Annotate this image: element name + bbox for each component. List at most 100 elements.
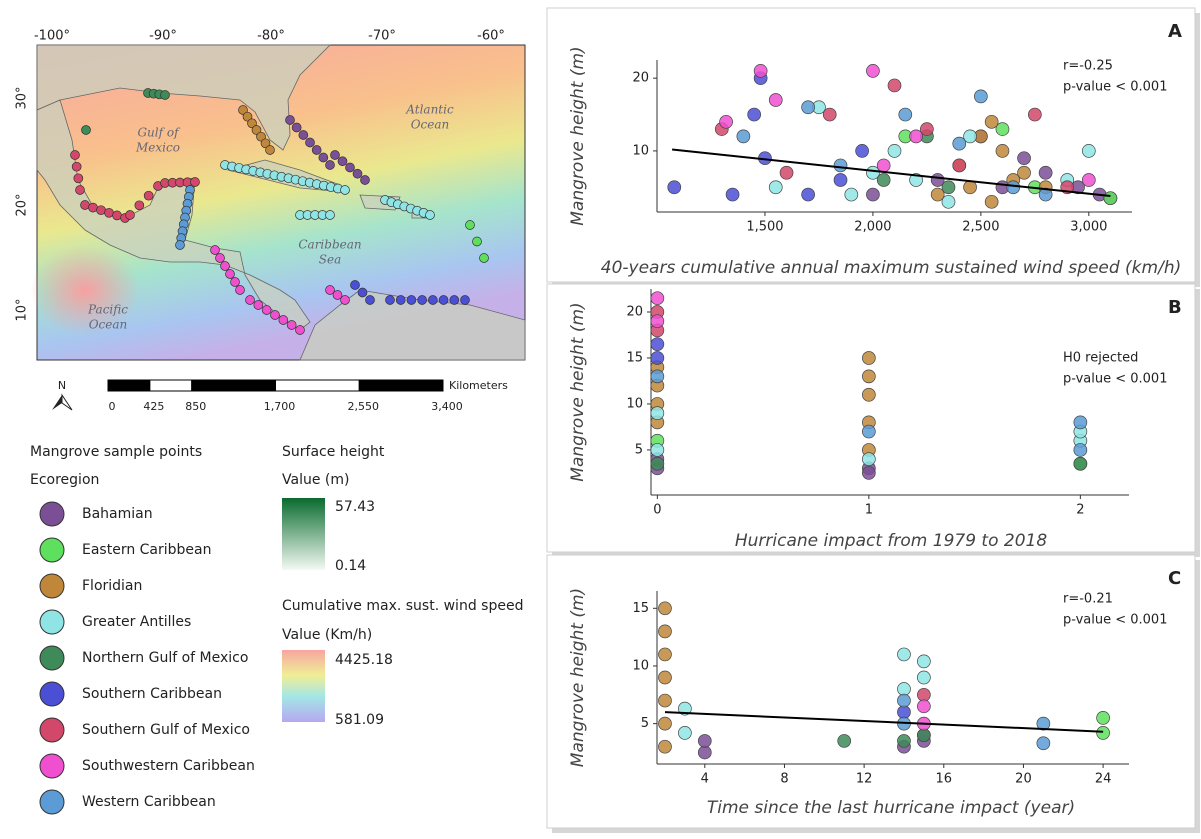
data-point — [897, 683, 910, 696]
data-point — [651, 370, 664, 383]
data-point — [1037, 737, 1050, 750]
annotation: p-value < 0.001 — [1063, 80, 1167, 95]
x-tick-label: 20 — [1015, 772, 1032, 787]
map-sample-point — [351, 281, 360, 290]
map-sample-point — [341, 186, 350, 195]
data-point — [1028, 108, 1041, 121]
panel-letter: A — [1168, 21, 1182, 42]
map-sample-point — [89, 203, 98, 212]
map-sample-point — [72, 162, 81, 171]
legend-label: Southern Gulf of Mexico — [82, 722, 250, 738]
data-point — [780, 166, 793, 179]
legend-swatch — [40, 790, 64, 814]
x-tick-label: 1 — [865, 503, 873, 518]
y-tick-label: 10 — [626, 396, 643, 411]
legend-label: Greater Antilles — [82, 614, 191, 630]
data-point — [862, 370, 875, 383]
y-tick-label: 5 — [635, 442, 643, 457]
map-sample-point — [418, 296, 427, 305]
scale-label: 1,700 — [264, 400, 296, 413]
place-label: Caribbean — [298, 238, 361, 252]
data-point — [651, 338, 664, 351]
lon-tick-label: -90° — [149, 29, 177, 44]
legend-swatch — [40, 682, 64, 706]
data-point — [834, 159, 847, 172]
map-sample-point — [216, 254, 225, 263]
data-point — [658, 671, 671, 684]
panel-letter: B — [1168, 297, 1182, 318]
lat-tick-label: 30° — [15, 86, 30, 109]
data-point — [1039, 166, 1052, 179]
ramp-title: Cumulative max. sust. wind speed — [282, 598, 523, 614]
map-sample-point — [426, 211, 435, 220]
place-label: Sea — [319, 253, 341, 267]
y-tick-label: 20 — [626, 304, 643, 319]
map-sample-point — [126, 211, 135, 220]
x-tick-label: 16 — [936, 772, 953, 787]
data-point — [668, 181, 681, 194]
legend-label: Southwestern Caribbean — [82, 758, 255, 774]
map-sample-point — [386, 296, 395, 305]
annotation: p-value < 0.001 — [1063, 613, 1167, 628]
ramp-min: 0.14 — [335, 558, 366, 574]
legend-swatch — [40, 754, 64, 778]
map-sample-point — [358, 288, 367, 297]
x-tick-label: 24 — [1095, 772, 1112, 787]
map-sample-point — [74, 174, 83, 183]
data-point — [698, 746, 711, 759]
data-point — [985, 195, 998, 208]
data-point — [888, 144, 901, 157]
data-point — [834, 174, 847, 187]
data-point — [899, 108, 912, 121]
map-sample-point — [226, 270, 235, 279]
legend-swatch — [40, 610, 64, 634]
map-sample-point — [97, 206, 106, 215]
legend-label: Northern Gulf of Mexico — [82, 650, 248, 666]
data-point — [862, 466, 875, 479]
data-point — [1074, 443, 1087, 456]
map-sample-point — [338, 157, 347, 166]
data-point — [1097, 726, 1110, 739]
legend-swatch — [40, 502, 64, 526]
data-point — [942, 181, 955, 194]
place-label: Mexico — [135, 141, 180, 155]
x-tick-label: 2,500 — [962, 220, 999, 235]
data-point — [658, 648, 671, 661]
ramp-unit: Value (Km/h) — [282, 627, 372, 643]
lon-tick-label: -60° — [477, 29, 505, 44]
x-axis-label: Time since the last hurricane impact (ye… — [707, 798, 1075, 818]
map-sample-point — [287, 321, 296, 330]
data-point — [651, 443, 664, 456]
map-sample-point — [254, 301, 263, 310]
data-point — [862, 425, 875, 438]
legend-label: Western Caribbean — [82, 794, 216, 810]
scale-label: 425 — [143, 400, 164, 413]
y-tick-label: 20 — [632, 71, 649, 86]
lon-tick-label: -100° — [34, 29, 70, 44]
data-point — [917, 729, 930, 742]
map-sample-point — [236, 286, 245, 295]
data-point — [658, 717, 671, 730]
data-point — [877, 159, 890, 172]
data-point — [964, 181, 977, 194]
lat-tick-label: 20° — [15, 193, 30, 216]
map-sample-point — [428, 296, 437, 305]
map-sample-point — [361, 176, 370, 185]
lon-tick-label: -80° — [257, 29, 285, 44]
place-label: Ocean — [411, 118, 450, 132]
x-tick-label: 4 — [701, 772, 709, 787]
y-tick-label: 10 — [632, 143, 649, 158]
data-point — [726, 188, 739, 201]
data-point — [698, 734, 711, 747]
scale-label: 850 — [185, 400, 206, 413]
data-point — [802, 188, 815, 201]
map-sample-point — [262, 306, 271, 315]
map-sample-point — [191, 178, 200, 187]
data-point — [897, 734, 910, 747]
data-point — [1018, 152, 1031, 165]
scale-segment — [192, 380, 276, 391]
map-sample-point — [473, 237, 482, 246]
data-point — [1074, 416, 1087, 429]
map-sample-point — [366, 296, 375, 305]
data-point — [877, 174, 890, 187]
